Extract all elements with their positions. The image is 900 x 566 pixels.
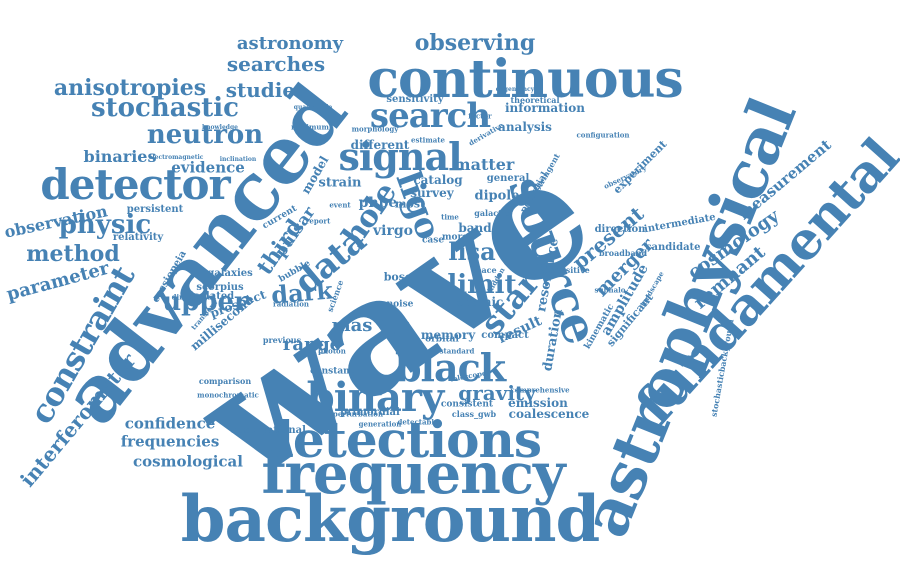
word: studies — [225, 78, 307, 102]
word: generation — [358, 419, 402, 429]
word: photon — [318, 346, 346, 356]
word: observational — [230, 425, 306, 436]
word: analysis — [498, 120, 552, 134]
word: compact — [481, 330, 529, 341]
word: estimate — [411, 135, 445, 145]
word: catalog — [413, 173, 463, 187]
word: method — [26, 241, 120, 267]
word: detector — [40, 160, 230, 209]
word: continuous — [367, 49, 683, 110]
word: observing — [414, 30, 536, 56]
word: isolated — [189, 291, 235, 302]
word: range — [282, 334, 342, 355]
word: inclination — [219, 156, 257, 163]
word: degeneracy — [495, 86, 535, 93]
word: galactic — [474, 208, 510, 218]
word: relativity — [112, 232, 164, 243]
word: memory — [420, 328, 476, 342]
word: cosmic — [456, 295, 504, 309]
word: upper — [162, 287, 248, 317]
word: standard — [439, 346, 475, 356]
word: primordial — [340, 407, 400, 418]
word: configuration — [576, 130, 630, 140]
word: search — [369, 96, 491, 136]
word: survey — [410, 186, 454, 200]
word: neutron — [146, 120, 264, 150]
word: quadrupole — [293, 104, 333, 111]
word: boson — [383, 270, 421, 284]
word: galaxies — [207, 268, 253, 279]
word: radiation — [273, 299, 309, 309]
word: coalescence — [508, 407, 590, 421]
word: strain — [318, 175, 362, 191]
word: information — [504, 101, 586, 115]
word: noise — [386, 299, 414, 310]
word: frequency — [261, 441, 565, 507]
word: comprehensive — [510, 385, 570, 395]
word: different — [350, 138, 410, 152]
word: physic — [58, 210, 152, 240]
word: subhalo — [594, 285, 626, 295]
word: event — [329, 200, 351, 210]
word: confidence — [124, 414, 216, 433]
word: virgo — [373, 223, 413, 239]
word: class_gwb — [451, 409, 497, 419]
word: sensitive — [550, 265, 590, 275]
word: phbe — [358, 195, 398, 211]
word: previous — [262, 335, 302, 345]
word: theoretical — [510, 95, 560, 105]
word: searches — [226, 52, 326, 76]
word: directional — [171, 292, 215, 302]
word: signal — [338, 134, 462, 179]
word: most — [394, 197, 426, 211]
word: morphology — [351, 124, 399, 134]
word: binaries — [83, 147, 157, 166]
word: cosmological — [133, 452, 243, 471]
word: perturbation — [332, 409, 384, 419]
word: lisa — [448, 237, 496, 266]
word: comparison — [198, 376, 252, 386]
word: short — [386, 330, 414, 341]
word: anisotropies — [53, 75, 207, 101]
word: direction — [594, 224, 646, 235]
word: persistent — [126, 204, 184, 215]
word: factor — [468, 111, 492, 121]
word: orbital — [425, 334, 459, 345]
word: general — [486, 173, 530, 184]
word: electromagnetic — [148, 154, 204, 161]
word: candidate — [645, 242, 701, 253]
word: space — [471, 265, 497, 275]
word: band — [458, 221, 492, 235]
word: knowledge — [202, 124, 238, 131]
word: more — [442, 232, 468, 243]
word: binary — [306, 374, 444, 421]
word: dipole — [474, 188, 520, 204]
word: gravity — [458, 381, 536, 405]
word: sensitivity — [386, 94, 444, 105]
word: background — [180, 482, 600, 557]
word: frequencies — [120, 432, 220, 451]
word: case — [421, 235, 445, 246]
word: matter — [453, 155, 515, 174]
word: consistent — [440, 399, 494, 410]
word: broadband — [598, 248, 648, 258]
word: evidence — [171, 158, 245, 177]
word: constant — [310, 366, 354, 377]
word: future — [378, 319, 410, 330]
word: detections — [258, 410, 542, 469]
word: time — [441, 212, 459, 222]
word: detectable — [397, 417, 439, 427]
word: limit — [447, 270, 517, 300]
word: scorpius — [196, 282, 244, 293]
word: report — [305, 216, 331, 226]
word: emission — [508, 396, 568, 410]
word: monochromatic — [197, 390, 259, 400]
word: mas — [331, 315, 373, 336]
word: astronomy — [236, 33, 344, 54]
word: stochastic — [91, 93, 239, 123]
word: black — [394, 345, 506, 390]
word: minimum — [291, 122, 329, 132]
